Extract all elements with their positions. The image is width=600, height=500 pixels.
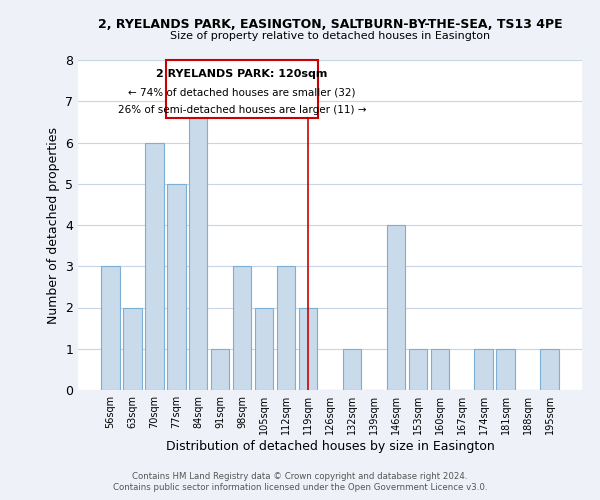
Bar: [233, 266, 251, 390]
Bar: [431, 349, 449, 390]
Bar: [409, 349, 427, 390]
Bar: [343, 349, 361, 390]
Bar: [211, 349, 229, 390]
Text: Size of property relative to detached houses in Easington: Size of property relative to detached ho…: [170, 31, 490, 41]
Bar: [166, 60, 318, 118]
Bar: [496, 349, 515, 390]
Text: 2, RYELANDS PARK, EASINGTON, SALTBURN-BY-THE-SEA, TS13 4PE: 2, RYELANDS PARK, EASINGTON, SALTBURN-BY…: [98, 18, 562, 30]
Text: Contains public sector information licensed under the Open Government Licence v3: Contains public sector information licen…: [113, 484, 487, 492]
Bar: [123, 308, 142, 390]
Bar: [189, 101, 208, 390]
Text: 26% of semi-detached houses are larger (11) →: 26% of semi-detached houses are larger (…: [118, 104, 367, 115]
Bar: [145, 142, 164, 390]
Text: Contains HM Land Registry data © Crown copyright and database right 2024.: Contains HM Land Registry data © Crown c…: [132, 472, 468, 481]
Bar: [277, 266, 295, 390]
Text: ← 74% of detached houses are smaller (32): ← 74% of detached houses are smaller (32…: [128, 88, 356, 98]
Bar: [299, 308, 317, 390]
Bar: [386, 225, 405, 390]
Bar: [541, 349, 559, 390]
Bar: [167, 184, 185, 390]
Bar: [101, 266, 119, 390]
Bar: [475, 349, 493, 390]
Bar: [255, 308, 274, 390]
Y-axis label: Number of detached properties: Number of detached properties: [47, 126, 59, 324]
X-axis label: Distribution of detached houses by size in Easington: Distribution of detached houses by size …: [166, 440, 494, 452]
Text: 2 RYELANDS PARK: 120sqm: 2 RYELANDS PARK: 120sqm: [157, 70, 328, 80]
